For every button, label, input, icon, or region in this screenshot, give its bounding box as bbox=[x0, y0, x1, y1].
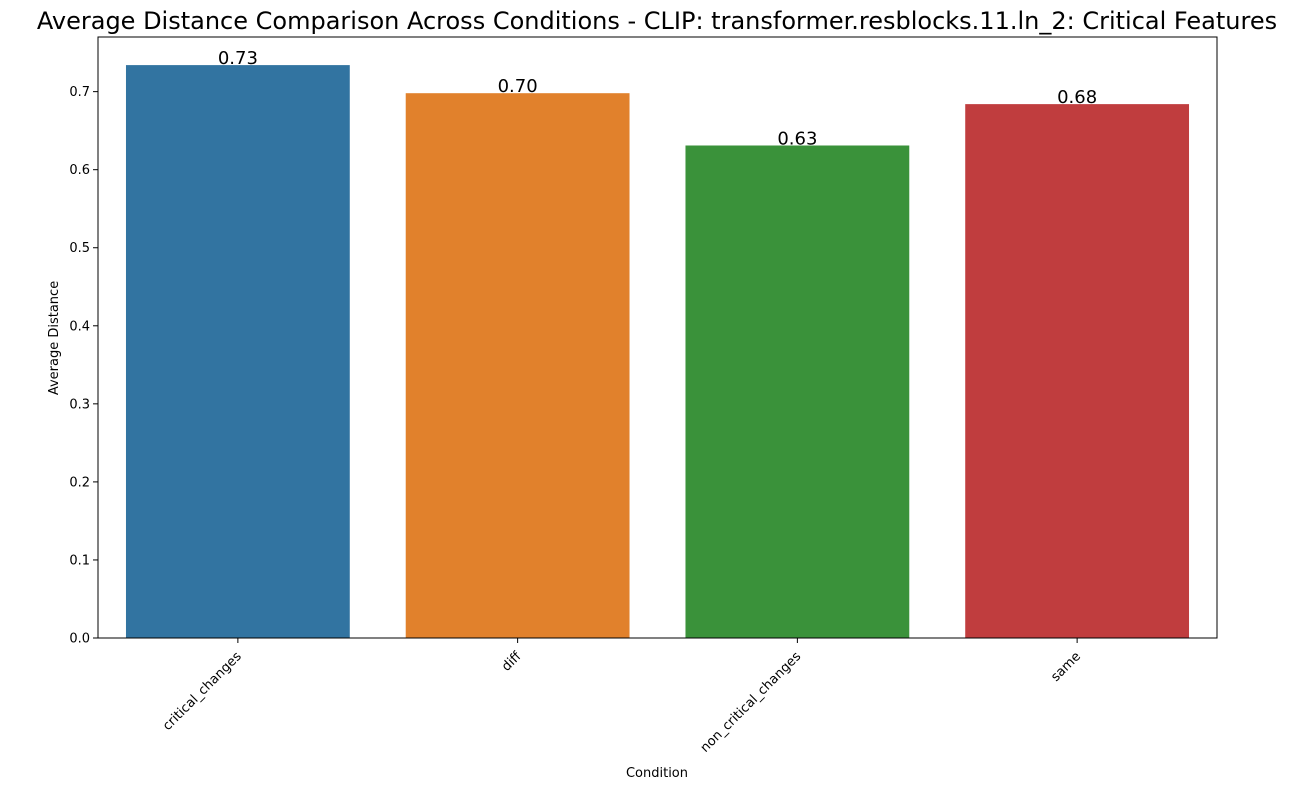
chart-title: Average Distance Comparison Across Condi… bbox=[37, 7, 1277, 35]
x-axis-label: Condition bbox=[626, 766, 688, 781]
y-tick-label: 0.5 bbox=[69, 241, 90, 256]
x-axis: critical_changes diff non_critical_changes… bbox=[160, 638, 1084, 756]
plot-frame bbox=[97, 36, 1218, 639]
y-tick-label: 0.7 bbox=[69, 85, 90, 100]
data-labels-group: 0.73 0.70 0.63 0.68 bbox=[218, 48, 1097, 149]
y-axis-label: Average Distance bbox=[47, 281, 62, 395]
bar-same bbox=[965, 104, 1190, 638]
y-tick-label: 0.2 bbox=[69, 475, 90, 490]
x-tick-label: critical_changes bbox=[160, 649, 245, 734]
bar-non-critical-changes bbox=[685, 145, 910, 639]
y-tick-label: 0.3 bbox=[69, 397, 90, 412]
data-label: 0.68 bbox=[1057, 87, 1097, 108]
data-label: 0.73 bbox=[218, 48, 258, 69]
x-tick-label: diff bbox=[499, 648, 525, 674]
y-axis: 0.0 0.1 0.2 0.3 0.4 0.5 0.6 0.7 bbox=[69, 85, 98, 647]
data-label: 0.63 bbox=[777, 128, 817, 149]
data-label: 0.70 bbox=[498, 76, 538, 97]
bars-group bbox=[125, 65, 1190, 639]
y-tick-label: 0.1 bbox=[69, 553, 90, 568]
y-tick-label: 0.4 bbox=[69, 319, 90, 334]
x-tick-label: same bbox=[1048, 649, 1084, 685]
bar-diff bbox=[405, 93, 630, 639]
y-tick-label: 0.6 bbox=[69, 163, 90, 178]
y-tick-label: 0.0 bbox=[69, 632, 90, 647]
bar-critical-changes bbox=[125, 65, 350, 639]
x-tick-label: non_critical_changes bbox=[698, 649, 805, 756]
